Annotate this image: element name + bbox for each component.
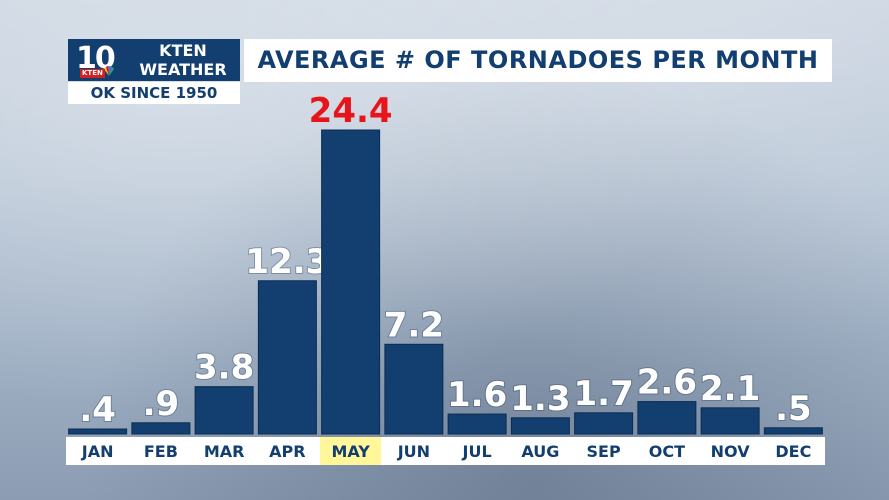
- value-label-oct: 2.6: [637, 363, 697, 403]
- tick-label-mar: MAR: [204, 442, 245, 461]
- value-label-mar: 3.8: [194, 348, 254, 388]
- logo-title: KTEN WEATHER: [130, 41, 236, 79]
- value-label-may: 24.4: [309, 91, 393, 131]
- chart-title: AVERAGE # OF TORNADOES PER MONTH: [244, 39, 832, 82]
- station-badge: KTEN: [80, 69, 105, 78]
- chart-subtitle: OK SINCE 1950: [68, 82, 240, 104]
- logo-title-line2: WEATHER: [139, 60, 227, 79]
- bar-dec: [763, 427, 823, 435]
- tick-label-sep: SEP: [587, 442, 621, 461]
- tick-label-aug: AUG: [521, 442, 559, 461]
- value-label-dec: .5: [775, 389, 812, 429]
- bar-sep: [574, 412, 634, 435]
- value-label-sep: 1.7: [574, 374, 634, 414]
- tick-label-nov: NOV: [711, 442, 751, 461]
- bar-jan: [68, 428, 128, 435]
- value-label-feb: .9: [143, 384, 180, 424]
- tick-label-oct: OCT: [649, 442, 685, 461]
- x-axis-strip: [66, 437, 825, 465]
- tick-label-jun: JUN: [397, 442, 430, 461]
- tick-label-dec: DEC: [775, 442, 811, 461]
- value-label-aug: 1.3: [510, 379, 570, 419]
- bar-apr: [257, 280, 317, 435]
- bar-mar: [194, 386, 254, 435]
- value-label-jul: 1.6: [447, 375, 507, 415]
- bar-feb: [131, 422, 191, 435]
- tick-highlight-may: [320, 437, 382, 465]
- bar-may: [321, 129, 381, 435]
- value-label-apr: 12.3: [245, 242, 329, 282]
- bar-nov: [700, 407, 760, 435]
- tick-label-apr: APR: [269, 442, 305, 461]
- value-label-jun: 7.2: [384, 305, 444, 345]
- logo-title-line1: KTEN: [159, 41, 207, 60]
- bar-oct: [637, 401, 697, 435]
- bar-aug: [510, 417, 570, 435]
- value-label-nov: 2.1: [700, 369, 760, 409]
- tick-label-may: MAY: [331, 442, 370, 461]
- tick-label-jul: JUL: [462, 442, 492, 461]
- tick-label-feb: FEB: [144, 442, 178, 461]
- value-label-jan: .4: [79, 390, 116, 430]
- station-logo: 10 KTEN KTEN WEATHER: [68, 39, 240, 81]
- tick-label-jan: JAN: [81, 442, 114, 461]
- peacock-icon: [104, 66, 114, 76]
- bar-jul: [447, 413, 507, 435]
- bar-jun: [384, 343, 444, 435]
